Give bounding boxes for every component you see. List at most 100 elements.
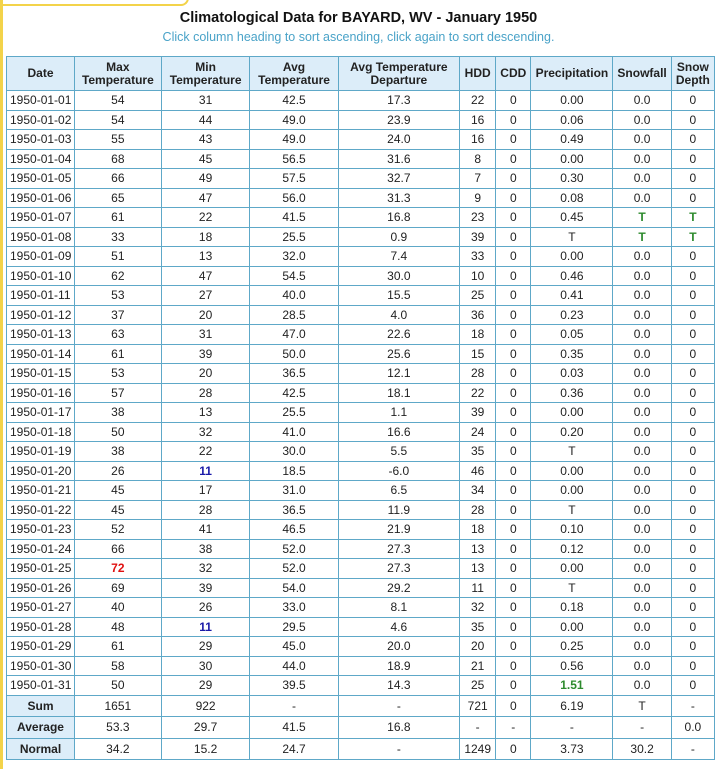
summary-cell-precipitation: 6.19 xyxy=(530,694,614,717)
cell-max-temperature: 68 xyxy=(74,148,162,169)
cell-avg-temperature: 56.0 xyxy=(249,187,339,208)
cell-avg-temperature-departure: 0.9 xyxy=(337,226,461,247)
column-header-min-temperature[interactable]: Min Temperature xyxy=(160,56,251,91)
cell-cdd: 0 xyxy=(495,343,532,364)
cell-precipitation: 1.51 xyxy=(530,675,614,696)
column-header-snow-depth[interactable]: Snow Depth xyxy=(670,56,716,91)
cell-hdd: 15 xyxy=(459,343,497,364)
cell-avg-temperature: 54.5 xyxy=(249,265,339,286)
cell-avg-temperature: 44.0 xyxy=(249,655,339,676)
column-header-hdd[interactable]: HDD xyxy=(459,56,497,91)
cell-avg-temperature: 56.5 xyxy=(249,148,339,169)
cell-max-temperature: 51 xyxy=(74,246,162,267)
cell-hdd: 11 xyxy=(459,577,497,598)
cell-avg-temperature: 42.5 xyxy=(249,382,339,403)
cell-max-temperature: 61 xyxy=(74,343,162,364)
cell-max-temperature: 48 xyxy=(74,616,162,637)
cell-snow-depth: 0 xyxy=(670,441,716,462)
summary-row-average: Average 53.3 29.7 41.5 16.8- - - -0.0 xyxy=(6,716,716,739)
column-header-max-temperature[interactable]: Max Temperature xyxy=(74,56,162,91)
table-row: 1950-01-15 53 20 36.5 12.1 28 0 0.03 0.0 0 xyxy=(6,363,716,384)
cell-precipitation: 0.05 xyxy=(530,324,614,345)
table-row: 1950-01-24 66 38 52.0 27.3 13 0 0.12 0.0 0 xyxy=(6,538,716,559)
cell-hdd: 24 xyxy=(459,421,497,442)
cell-hdd: 21 xyxy=(459,655,497,676)
column-header-date[interactable]: Date xyxy=(6,56,75,91)
table-row: 1950-01-27 40 26 33.0 8.1 32 0 0.18 0.0 0 xyxy=(6,597,716,618)
cell-precipitation: 0.00 xyxy=(530,90,614,111)
cell-avg-temperature-departure: 18.9 xyxy=(337,655,461,676)
cell-cdd: 0 xyxy=(495,285,532,306)
cell-snow-depth: 0 xyxy=(670,285,716,306)
cell-max-temperature: 63 xyxy=(74,324,162,345)
cell-hdd: 39 xyxy=(459,402,497,423)
cell-min-temperature: 43 xyxy=(160,129,251,150)
cell-min-temperature: 38 xyxy=(160,538,251,559)
cell-snow-depth: 0 xyxy=(670,519,716,540)
cell-avg-temperature-departure: 4.6 xyxy=(337,616,461,637)
cell-avg-temperature: 40.0 xyxy=(249,285,339,306)
cell-hdd: 35 xyxy=(459,441,497,462)
table-row: 1950-01-22 45 28 36.5 11.9 28 0 T 0.0 0 xyxy=(6,499,716,520)
cell-snow-depth: 0 xyxy=(670,382,716,403)
table-row: 1950-01-08 33 18 25.5 0.9 39 0 T T T xyxy=(6,226,716,247)
cell-avg-temperature: 49.0 xyxy=(249,129,339,150)
column-header-cdd[interactable]: CDD xyxy=(495,56,532,91)
cell-snow-depth: 0 xyxy=(670,187,716,208)
cell-avg-temperature: 41.0 xyxy=(249,421,339,442)
cell-min-temperature: 30 xyxy=(160,655,251,676)
cell-max-temperature: 53 xyxy=(74,363,162,384)
cell-precipitation: 0.03 xyxy=(530,363,614,384)
cell-hdd: 8 xyxy=(459,148,497,169)
cell-min-temperature: 29 xyxy=(160,675,251,696)
cell-snowfall: 0.0 xyxy=(612,636,672,657)
cell-precipitation: 0.35 xyxy=(530,343,614,364)
cell-avg-temperature-departure: 25.6 xyxy=(337,343,461,364)
table-row: 1950-01-31 50 29 39.5 14.3 25 0 1.51 0.0 0 xyxy=(6,675,716,696)
table-row: 1950-01-05 66 49 57.5 32.7 7 0 0.30 0.0 0 xyxy=(6,168,716,189)
cell-avg-temperature-departure: 27.3 xyxy=(337,538,461,559)
table-row: 1950-01-17 38 13 25.5 1.1 39 0 0.00 0.0 0 xyxy=(6,402,716,423)
cell-avg-temperature-departure: 32.7 xyxy=(337,168,461,189)
cell-avg-temperature-departure: 27.3 xyxy=(337,558,461,579)
cell-min-temperature: 49 xyxy=(160,168,251,189)
cell-avg-temperature: 36.5 xyxy=(249,363,339,384)
column-header-precipitation[interactable]: Precipitation xyxy=(530,56,614,91)
cell-cdd: 0 xyxy=(495,577,532,598)
cell-max-temperature: 53 xyxy=(74,285,162,306)
cell-precipitation: T xyxy=(530,441,614,462)
cell-snowfall: 0.0 xyxy=(612,499,672,520)
table-row: 1950-01-11 53 27 40.0 15.5 25 0 0.41 0.0 0 xyxy=(6,285,716,306)
cell-snowfall: 0.0 xyxy=(612,363,672,384)
column-header-avg-temperature-departure[interactable]: Avg Temperature Departure xyxy=(337,56,461,91)
cell-max-temperature: 61 xyxy=(74,636,162,657)
cell-cdd: 0 xyxy=(495,148,532,169)
cell-precipitation: 0.36 xyxy=(530,382,614,403)
cell-max-temperature: 69 xyxy=(74,577,162,598)
cell-precipitation: 0.45 xyxy=(530,207,614,228)
summary-cell-avg-temperature: 41.5 xyxy=(249,716,339,739)
cell-snowfall: 0.0 xyxy=(612,558,672,579)
cell-hdd: 28 xyxy=(459,363,497,384)
cell-date: 1950-01-07 xyxy=(6,207,75,228)
cell-avg-temperature-departure: 7.4 xyxy=(337,246,461,267)
cell-avg-temperature-departure: 12.1 xyxy=(337,363,461,384)
cell-avg-temperature-departure: 4.0 xyxy=(337,304,461,325)
column-header-snowfall[interactable]: Snowfall xyxy=(612,56,672,91)
summary-cell-max-temperature: 53.3 xyxy=(74,716,162,739)
cell-min-temperature: 11 xyxy=(160,616,251,637)
column-header-avg-temperature[interactable]: Avg Temperature xyxy=(249,56,339,91)
table-row: 1950-01-14 61 39 50.0 25.6 15 0 0.35 0.0 0 xyxy=(6,343,716,364)
cell-hdd: 39 xyxy=(459,226,497,247)
cell-hdd: 18 xyxy=(459,519,497,540)
summary-cell-snow-depth: 0.0 xyxy=(670,716,716,739)
cell-snow-depth: 0 xyxy=(670,421,716,442)
cell-snowfall: 0.0 xyxy=(612,168,672,189)
cell-date: 1950-01-31 xyxy=(6,675,75,696)
cell-date: 1950-01-20 xyxy=(6,460,75,481)
cell-date: 1950-01-28 xyxy=(6,616,75,637)
cell-cdd: 0 xyxy=(495,324,532,345)
cell-snowfall: 0.0 xyxy=(612,655,672,676)
cell-cdd: 0 xyxy=(495,655,532,676)
summary-cell-snow-depth: - xyxy=(670,694,716,717)
